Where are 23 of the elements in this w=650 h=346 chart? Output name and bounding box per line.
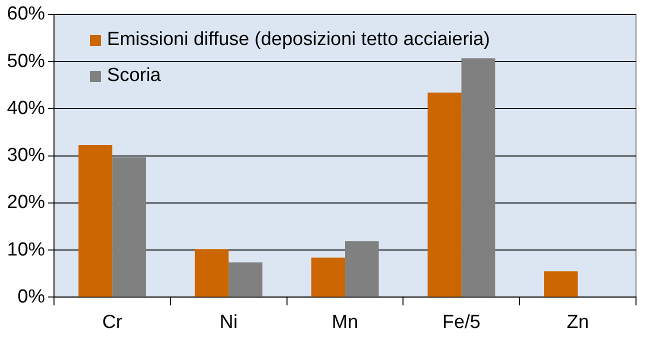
y-tick-label: 60% [6,4,46,25]
bar [228,262,262,297]
bar [428,92,462,297]
y-tick-label: 10% [6,239,46,260]
bar [78,144,112,297]
x-tick-label: Fe/5 [442,312,480,333]
x-tick-label: Ni [220,312,238,333]
y-tick-label: 0% [18,286,46,308]
bar [112,157,146,297]
legend-label: Scoria [107,64,161,88]
y-tick-label: 40% [6,98,46,119]
x-tick-label: Mn [332,312,358,333]
y-tick-label: 30% [6,145,46,166]
x-tick-label: Cr [102,312,123,333]
y-tick-label: 20% [6,192,46,214]
bar [311,258,346,297]
legend-label: Emissioni diffuse (deposizioni tetto acciaieria) [107,28,490,52]
y-tick-label: 50% [6,50,46,72]
bar [345,241,379,297]
bar [194,249,229,297]
bar [544,271,578,297]
bar [461,58,496,297]
x-tick-label: Zn [566,312,589,333]
